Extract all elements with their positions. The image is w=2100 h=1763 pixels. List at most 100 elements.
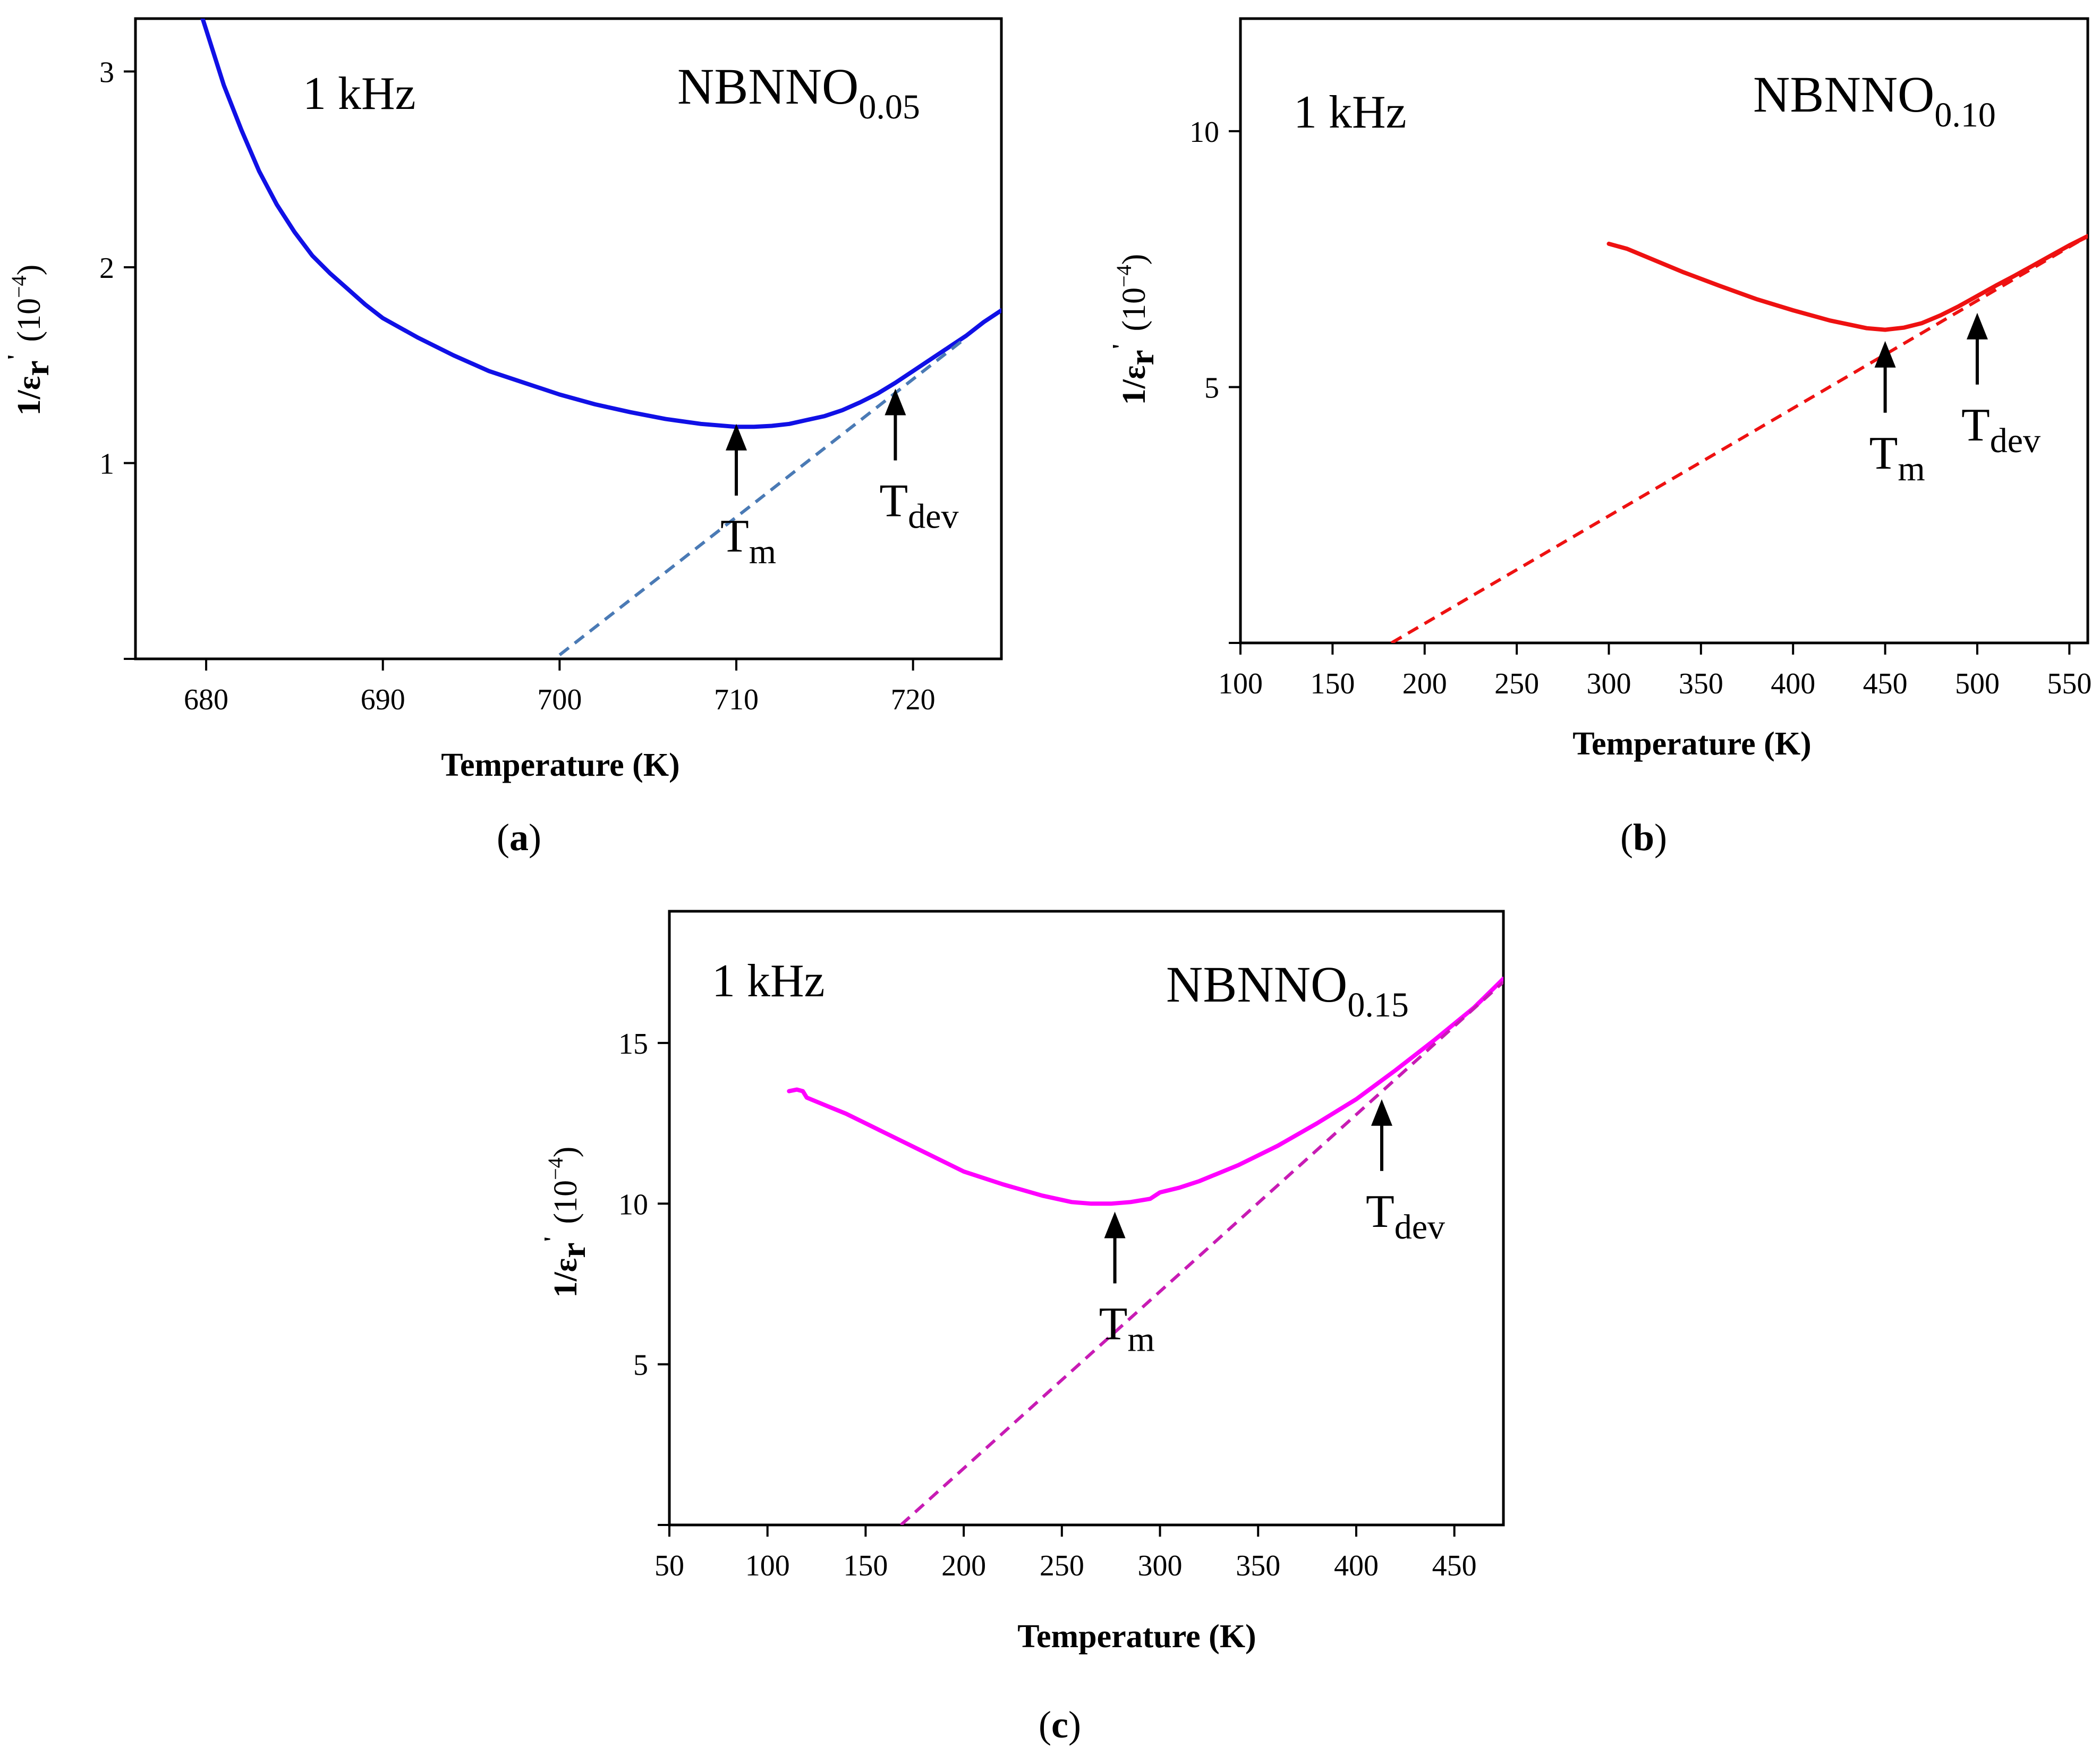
y-title-sub: r [1123, 350, 1161, 365]
annotation-t: T [879, 475, 908, 527]
sample-name: NBNNO [1166, 956, 1347, 1013]
annotation-t: T [1099, 1298, 1128, 1350]
x-tick-label: 200 [1402, 667, 1447, 700]
arrow-head [1966, 312, 1988, 340]
x-tick-label: 300 [1586, 667, 1631, 700]
series-group [1390, 234, 2088, 643]
arrow-head [1874, 341, 1896, 368]
x-tick-label: 680 [184, 683, 228, 716]
arrow-head [726, 423, 747, 451]
x-tick-label: 350 [1679, 667, 1723, 700]
x-axis-title: Temperature (K) [1572, 726, 1811, 762]
y-tick-label: 5 [633, 1349, 648, 1382]
annotation-m: Tm [720, 423, 776, 571]
panel-label: (a) [497, 816, 541, 859]
y-title-close: ) [548, 1147, 584, 1158]
panel-paren-close: ) [529, 816, 541, 859]
y-axis-title: 1/εr' (10−4) [2, 265, 56, 416]
annotation-label: Tm [1869, 428, 1925, 488]
y-title-main: 1/ε [11, 376, 47, 416]
x-tick-label: 700 [537, 683, 582, 716]
annotation-t: T [720, 511, 749, 562]
y-tick-label: 1 [99, 447, 114, 480]
x-tick-label: 300 [1138, 1549, 1183, 1582]
x-tick-label: 450 [1863, 667, 1908, 700]
panel-b: 100 150 200 250 300 350 400 450 500 550510TmTdev1… [1107, 17, 2092, 859]
arrow-head [885, 388, 906, 416]
x-tick-label: 350 [1236, 1549, 1280, 1582]
data-line [1606, 234, 2088, 332]
annotation-t: T [1961, 400, 1990, 451]
x-tick-label: 450 [1432, 1549, 1477, 1582]
x-tick-label: 550 [2047, 667, 2092, 700]
y-title-main: 1/ε [1116, 366, 1152, 405]
annotation-m: Tm [1099, 1211, 1155, 1359]
sample-label: NBNNO0.15 [1166, 956, 1409, 1024]
annotation-dev: Tdev [1366, 1099, 1445, 1247]
x-tick-label: 400 [1334, 1549, 1379, 1582]
y-title-unit: (10 [548, 1180, 584, 1224]
frequency-label: 1 kHz [1294, 87, 1407, 138]
x-tick-label: 150 [843, 1549, 888, 1582]
annotation-sub: dev [1990, 421, 2041, 460]
sample-subscript: 0.10 [1934, 96, 1996, 134]
sample-subscript: 0.05 [858, 88, 920, 126]
annotation-sub: dev [1395, 1208, 1445, 1247]
fit-line [899, 980, 1503, 1525]
y-title-prime: ' [1107, 343, 1134, 350]
annotation-sub: m [749, 532, 776, 571]
plot-frame [668, 910, 1505, 1527]
panel-paren-open: ( [497, 816, 509, 859]
annotation-label: Tm [720, 511, 776, 571]
y-title-exp: −4 [543, 1157, 567, 1180]
panel-paren-open: ( [1039, 1703, 1051, 1746]
annotation-t: T [1366, 1186, 1395, 1238]
panel-label: (c) [1039, 1703, 1081, 1746]
x-tick-label: 250 [1494, 667, 1539, 700]
panel-letter: a [509, 816, 529, 859]
arrow-head [1371, 1099, 1392, 1126]
annotation-dev: Tdev [1961, 312, 2041, 460]
panel-letter: c [1051, 1703, 1068, 1746]
y-title-unit: (10 [11, 298, 47, 342]
arrow-head [1104, 1211, 1126, 1239]
x-tick-label: 200 [941, 1549, 986, 1582]
plot-frame [134, 17, 1003, 660]
x-tick-label: 710 [714, 683, 759, 716]
x-tick-label: 100 [745, 1549, 790, 1582]
sample-label: NBNNO0.05 [677, 58, 920, 126]
x-axis-title: Temperature (K) [441, 747, 679, 783]
y-tick-label: 3 [99, 56, 114, 89]
sample-label: NBNNO0.10 [1753, 66, 1996, 134]
y-title-close: ) [1116, 254, 1152, 265]
annotation-m: Tm [1869, 341, 1925, 488]
x-tick-label: 100 [1218, 667, 1263, 700]
y-title-exp: −4 [7, 275, 31, 298]
y-title-close: ) [11, 265, 47, 276]
sample-subscript: 0.15 [1347, 986, 1409, 1024]
x-tick-label: 720 [891, 683, 936, 716]
y-title-sub: r [18, 360, 56, 376]
annotation-label: Tm [1099, 1298, 1155, 1359]
y-tick-label: 5 [1204, 371, 1219, 404]
x-tick-label: 150 [1310, 667, 1355, 700]
panel-label: (b) [1620, 816, 1667, 859]
annotation-t: T [1869, 428, 1898, 479]
annotation-sub: dev [908, 497, 958, 536]
y-title-prime: ' [539, 1236, 566, 1243]
fit-line [558, 336, 967, 656]
panel-paren-close: ) [1654, 816, 1667, 859]
annotation-label: Tdev [1961, 400, 2041, 460]
sample-name: NBNNO [1753, 66, 1934, 123]
frequency-label: 1 kHz [303, 68, 416, 120]
annotation-label: Tdev [879, 475, 958, 536]
x-tick-label: 50 [654, 1549, 684, 1582]
panel-paren-open: ( [1620, 816, 1633, 859]
fit-line [1390, 234, 2088, 643]
annotation-label: Tdev [1366, 1186, 1445, 1247]
y-title-prime: ' [2, 354, 29, 361]
annotation-sub: m [1127, 1320, 1154, 1359]
